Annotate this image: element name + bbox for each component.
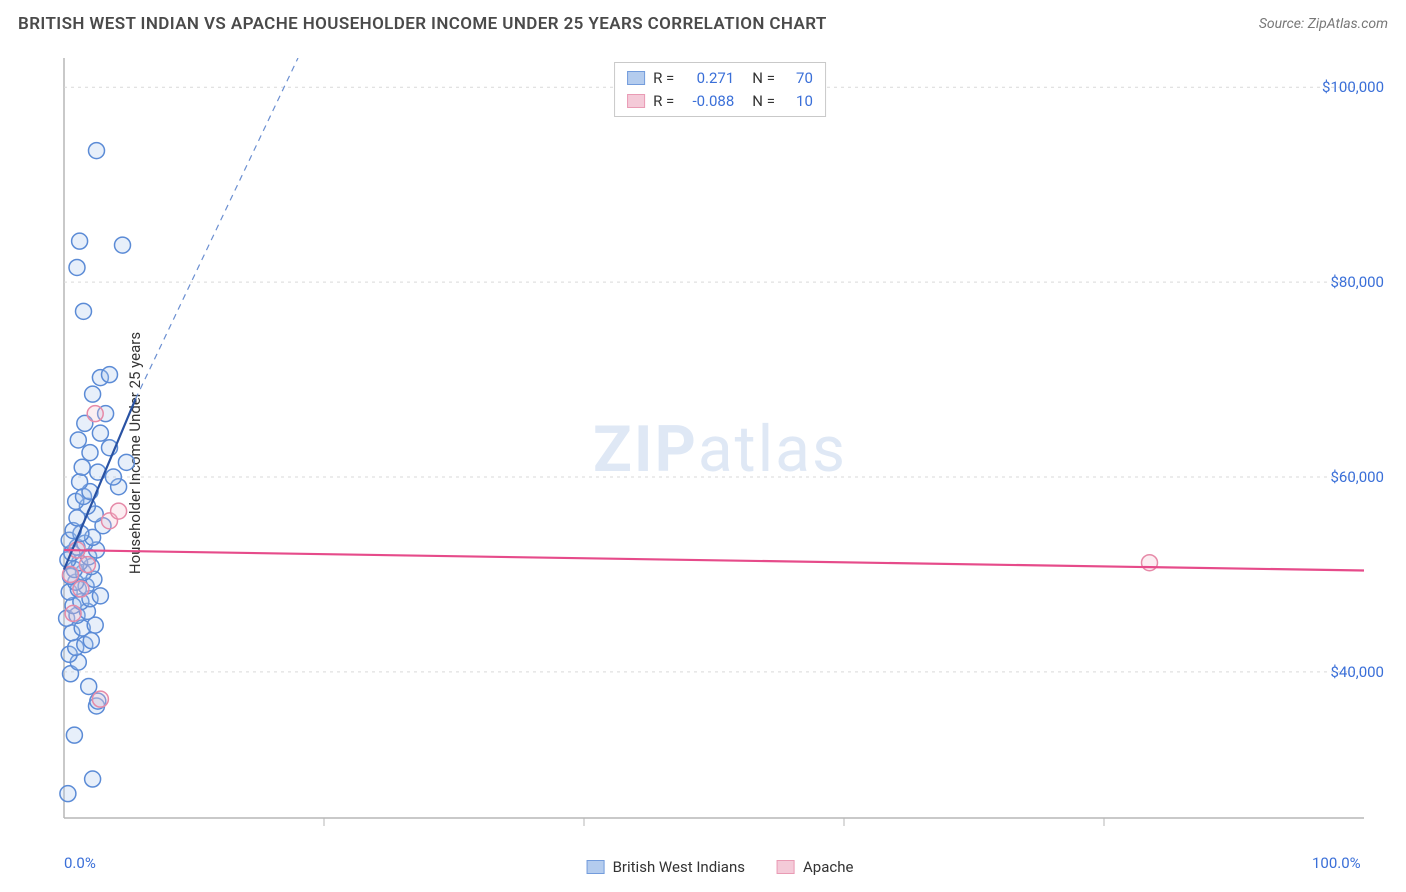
r-value: -0.088 (682, 90, 734, 113)
legend-swatch (587, 860, 605, 874)
y-tick-label: $100,000 (1322, 78, 1384, 96)
scatter-plot (50, 58, 1390, 848)
legend-item: Apache (777, 858, 853, 876)
x-tick-label: 100.0% (1312, 854, 1361, 872)
n-value: 10 (783, 90, 813, 113)
y-tick-label: $60,000 (1330, 468, 1384, 486)
legend-item: British West Indians (587, 858, 745, 876)
y-tick-label: $80,000 (1330, 273, 1384, 291)
r-label: R = (653, 90, 674, 113)
legend-label: British West Indians (613, 858, 745, 876)
source-label: Source: ZipAtlas.com (1259, 16, 1388, 32)
legend-swatch (627, 94, 645, 108)
r-value: 0.271 (682, 67, 734, 90)
legend-swatch (777, 860, 795, 874)
n-value: 70 (783, 67, 813, 90)
r-label: R = (653, 67, 674, 90)
n-label: N = (752, 90, 775, 113)
series-legend: British West Indians Apache (587, 858, 854, 876)
n-label: N = (752, 67, 775, 90)
chart-title: BRITISH WEST INDIAN VS APACHE HOUSEHOLDE… (18, 14, 827, 34)
legend-swatch (627, 71, 645, 85)
chart-container: Householder Income Under 25 years ZIPatl… (50, 58, 1390, 848)
corr-legend-row: R = -0.088 N = 10 (627, 90, 813, 113)
corr-legend-row: R = 0.271 N = 70 (627, 67, 813, 90)
x-tick-label: 0.0% (64, 854, 96, 872)
y-tick-label: $40,000 (1330, 663, 1384, 681)
correlation-legend: R = 0.271 N = 70 R = -0.088 N = 10 (614, 62, 826, 117)
legend-label: Apache (803, 858, 853, 876)
